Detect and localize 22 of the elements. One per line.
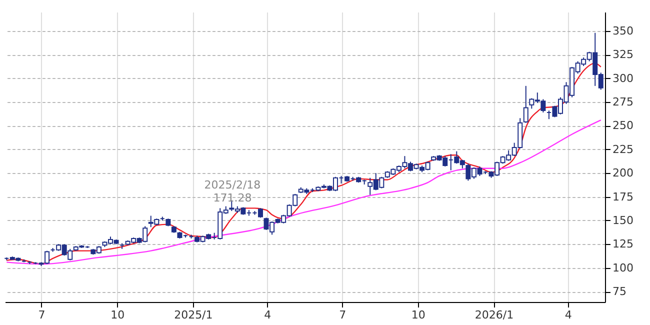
y-tick-label: 225 (612, 142, 634, 156)
x-tick-label: 7 (38, 308, 46, 322)
y-tick-label: 200 (612, 166, 634, 180)
x-tick-label: 10 (411, 308, 426, 322)
y-tick-label: 150 (612, 214, 634, 227)
y-tick-label: 250 (612, 119, 634, 132)
y-tick-label: 175 (612, 190, 634, 204)
y-tick-label: 275 (612, 96, 634, 109)
y-tick-label: 100 (612, 261, 634, 274)
x-tick-label: 7 (339, 308, 346, 322)
candlestick (523, 85, 528, 124)
line-series (6, 119, 602, 265)
y-tick-label: 350 (612, 24, 634, 38)
x-tick-label: 4 (264, 308, 272, 322)
y-tick-label: 75 (612, 285, 626, 298)
x-tick-label: 2025/1 (174, 308, 213, 322)
y-tick-label: 300 (612, 72, 634, 85)
x-tick-label: 2026/1 (474, 308, 514, 322)
x-tick-label: 4 (564, 308, 572, 322)
y-tick-label: 325 (612, 48, 634, 62)
x-tick-label: 10 (110, 308, 125, 322)
y-tick-label: 125 (612, 238, 634, 251)
